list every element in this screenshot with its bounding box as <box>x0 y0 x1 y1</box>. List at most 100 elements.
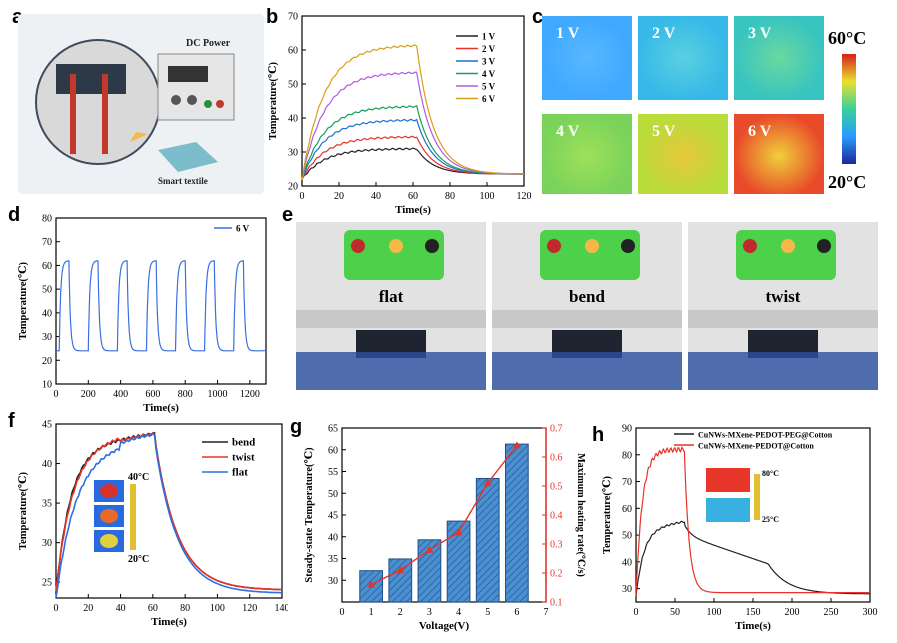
x-tick-label: 80 <box>445 191 455 202</box>
right-axis-label: Maximum heating rate(℃/s) <box>575 453 586 577</box>
y-tick-label: 40 <box>42 459 52 470</box>
right-tick-label: 0.2 <box>550 569 563 580</box>
y-tick-label: 10 <box>42 380 52 391</box>
x-tick-label: 300 <box>863 607 878 618</box>
x-tick-label: 250 <box>824 607 839 618</box>
thermal-tile-3 <box>734 16 824 100</box>
x-tick-label: 100 <box>480 191 495 202</box>
x-tick-label: 5 <box>485 607 490 618</box>
series-line-5 <box>301 44 524 181</box>
ruler-1 <box>296 310 486 328</box>
smart-textile <box>158 142 218 172</box>
legend-label-0: bend <box>232 437 255 449</box>
x-tick-label: 3 <box>427 607 432 618</box>
x-tick-label: 60 <box>148 603 158 614</box>
green-board-3 <box>736 230 836 280</box>
right-tick-label: 0.6 <box>550 453 563 464</box>
terminal-red-1 <box>351 239 365 253</box>
y-axis-label: Temperature(℃) <box>18 262 29 340</box>
terminal-black-1 <box>425 239 439 253</box>
y-tick-label: 50 <box>42 285 52 296</box>
x-tick-label: 120 <box>242 603 257 614</box>
x-tick-label: 800 <box>178 389 193 400</box>
plot-frame <box>635 427 871 603</box>
y-tick-label: 45 <box>328 511 338 522</box>
y-tick-label: 60 <box>42 261 52 272</box>
x-axis-label: Time(s) <box>151 616 187 628</box>
thermal-tile-5 <box>638 114 728 194</box>
bulb-1 <box>389 239 403 253</box>
series-line-0 <box>56 260 266 352</box>
bar-2 <box>388 558 413 603</box>
x-axis-label: Time(s) <box>143 402 179 414</box>
panel-letter-d: d <box>8 204 21 226</box>
y-tick-label: 65 <box>328 424 338 435</box>
chart-d: 0 200 400 600 800 1000 1200 10 20 30 40 50 60 70 80 Tim… <box>18 214 267 414</box>
ruler-2 <box>492 310 682 328</box>
bar-3 <box>417 539 442 603</box>
y-tick-label: 20 <box>42 356 52 367</box>
y-tick-label: 80 <box>42 214 52 225</box>
y-axis-label: Temperature(℃) <box>18 472 29 550</box>
thermal-grid: 1 V 2 V 3 V 4 V 5 V 6 V 60°C 20°C <box>542 16 866 194</box>
x-tick-label: 40 <box>371 191 381 202</box>
x-tick-label: 150 <box>746 607 761 618</box>
tile-label-3: 3 V <box>748 25 772 42</box>
photo-label-flat: flat <box>379 287 404 306</box>
photo-circle <box>35 39 161 165</box>
photo-label-bend: bend <box>569 287 605 306</box>
legend-label-1: twist <box>232 452 255 464</box>
gloves-2 <box>492 352 682 390</box>
plot-frame <box>55 217 267 385</box>
y-tick-label: 80 <box>622 450 632 461</box>
gloves-1 <box>296 352 486 390</box>
x-tick-label: 6 <box>514 607 519 618</box>
right-tick-label: 0.7 <box>550 424 563 435</box>
y-tick-label: 40 <box>328 532 338 543</box>
right-tick-label: 0.1 <box>550 598 563 609</box>
chart-g: 0 1 2 3 4 5 6 73035404550556065Voltage(V)Steady… <box>304 424 586 633</box>
y-tick-label: 70 <box>42 237 52 248</box>
inset-min-label: 20°C <box>128 554 149 565</box>
x-tick-label: 0 <box>54 389 59 400</box>
inset-hotspot-3 <box>100 534 118 548</box>
panel-letter-c: c <box>532 6 544 28</box>
y-tick-label: 50 <box>328 489 338 500</box>
y-tick-label: 30 <box>622 584 632 595</box>
legend-label-0: CuNWs-MXene-PEDOT-PEG@Cotton <box>698 431 833 440</box>
x-tick-label: 0 <box>300 191 305 202</box>
y-tick-label: 70 <box>622 477 632 488</box>
inset-hotspot-2 <box>100 509 118 523</box>
inset-tile-2 <box>706 498 750 522</box>
inset-max-label: 80°C <box>762 469 779 478</box>
x-axis-label: Time(s) <box>735 620 771 632</box>
inset-max-label: 40°C <box>128 472 149 483</box>
thermal-tile-4 <box>542 114 632 194</box>
panel-a-illustration: DC Power Smart textile <box>18 14 264 194</box>
tile-label-2: 2 V <box>652 25 676 42</box>
x-tick-label: 7 <box>544 607 549 618</box>
x-tick-label: 600 <box>145 389 160 400</box>
tile-label-4: 4 V <box>556 123 580 140</box>
y-tick-label: 35 <box>42 499 52 510</box>
chart-f: 0 20 40 60 80 100 120 140 25 30 35 40 45 Time(s) Tempe… <box>18 420 289 629</box>
x-tick-label: 0 <box>634 607 639 618</box>
x-tick-label: 140 <box>275 603 289 614</box>
legend-label-1: CuNWs-MXene-PEDOT@Cotton <box>698 442 814 451</box>
y-axis-label: Temperature(℃) <box>602 476 613 554</box>
y-tick-label: 55 <box>328 467 338 478</box>
inset-min-label: 25°C <box>762 515 779 524</box>
x-tick-label: 200 <box>785 607 800 618</box>
tile-label-1: 1 V <box>556 25 580 42</box>
x-tick-label: 1200 <box>240 389 260 400</box>
series-line-0 <box>301 147 524 180</box>
y-tick-label: 45 <box>42 420 52 431</box>
rate-marker-3 <box>425 545 434 553</box>
rate-marker-6 <box>512 441 521 449</box>
legend-label-2: flat <box>232 467 248 479</box>
y-tick-label: 70 <box>288 12 298 23</box>
colorbar-max-label: 60°C <box>828 28 866 48</box>
colorbar <box>842 54 856 164</box>
x-tick-label: 100 <box>210 603 225 614</box>
bulb-3 <box>781 239 795 253</box>
